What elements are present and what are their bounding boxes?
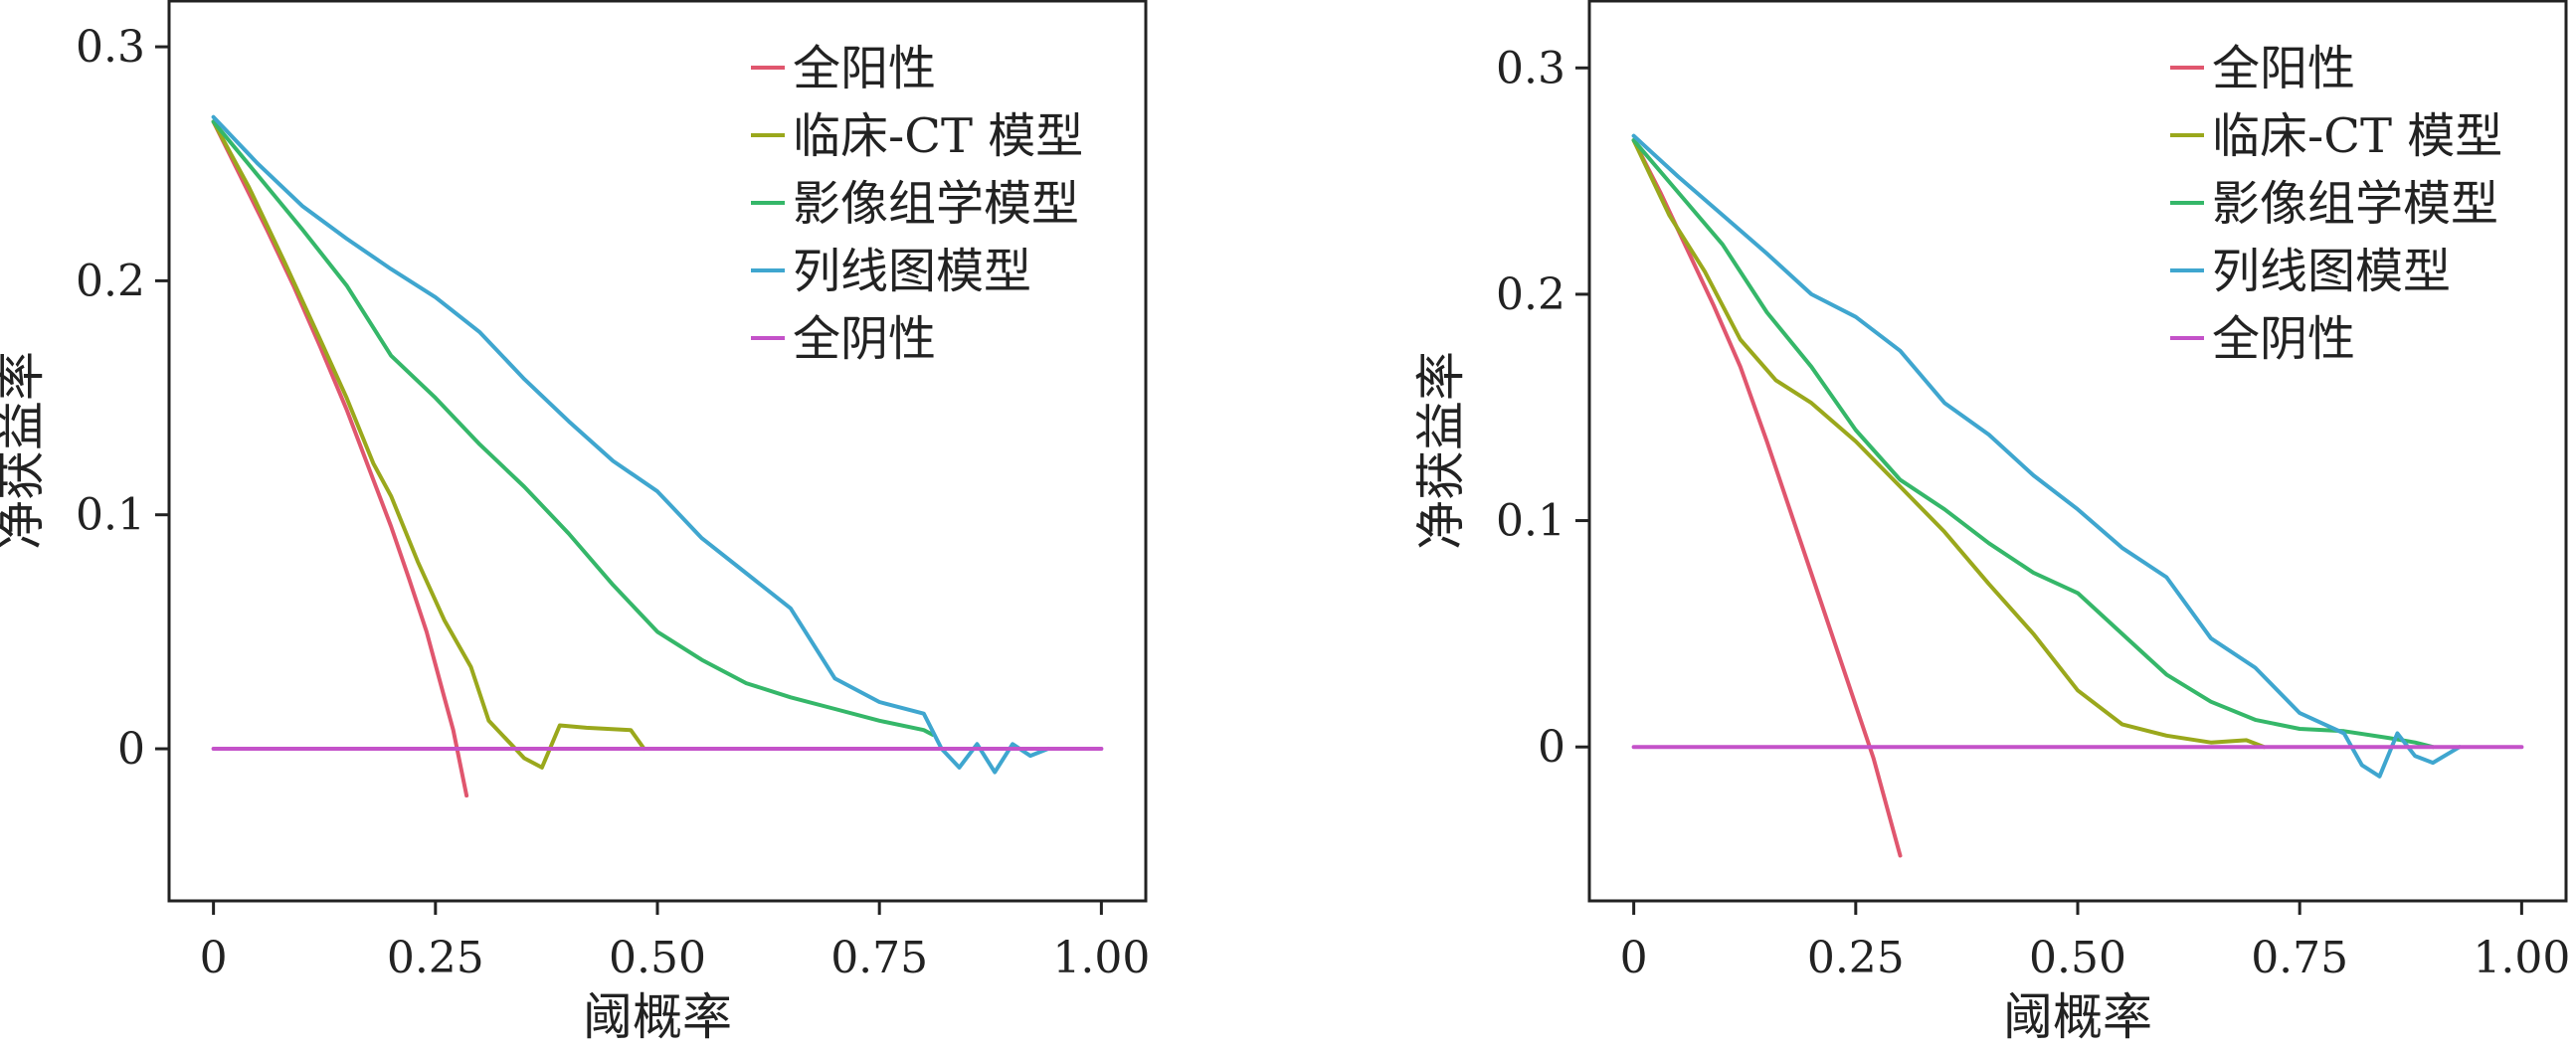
series-line	[211, 119, 646, 770]
y-tick-label: 0.2	[1496, 269, 1565, 320]
x-tick-label: 0	[200, 933, 228, 983]
x-tick-label: 0.25	[387, 933, 484, 983]
legend-label: 全阴性	[793, 311, 936, 367]
y-tick-label: 0.1	[76, 490, 145, 541]
legend-label: 全阴性	[2212, 311, 2355, 367]
series-line	[1631, 133, 2462, 779]
y-tick-label: 0.2	[76, 256, 145, 306]
y-tick-label: 0	[117, 724, 145, 775]
x-tick-label: 1.00	[2473, 933, 2570, 983]
legend-label: 影像组学模型	[2212, 176, 2498, 232]
legend-label: 临床-CT 模型	[2212, 108, 2502, 164]
legend-label: 影像组学模型	[793, 176, 1079, 232]
series-line	[211, 119, 935, 737]
x-axis-label: 阈概率	[2003, 988, 2152, 1046]
y-tick-label: 0.3	[1496, 43, 1565, 93]
y-axis-label: 净获益率	[0, 351, 50, 550]
left-chart-panel: 0 0.25 0.50 0.75 1.00 0 0.1 0.2 0.3 阈概率 净获益率 全阳性临床-…	[0, 0, 1150, 1046]
x-tick-label: 0.50	[609, 933, 706, 983]
y-tick-label: 0.1	[1496, 496, 1565, 547]
x-tick-label: 0.25	[1807, 933, 1905, 983]
y-tick-label: 0.3	[76, 22, 145, 73]
x-tick-label: 1.00	[1052, 933, 1150, 983]
x-tick-label: 0.75	[2251, 933, 2348, 983]
y-tick-label: 0	[1538, 722, 1565, 773]
legend-label: 临床-CT 模型	[793, 108, 1083, 164]
series-line	[1631, 138, 2267, 750]
x-tick-label: 0.75	[830, 933, 928, 983]
legend-label: 列线图模型	[2212, 244, 2451, 299]
y-axis-label: 净获益率	[1412, 351, 1470, 550]
series-line	[211, 119, 469, 798]
x-tick-label: 0	[1620, 933, 1648, 983]
legend-label: 全阳性	[2212, 41, 2355, 96]
legend-label: 列线图模型	[793, 244, 1031, 299]
right-chart-panel: 0 0.25 0.50 0.75 1.00 0 0.1 0.2 0.3 阈概率 净获益率 全阳性临床-…	[1412, 0, 2570, 1046]
x-axis-label: 阈概率	[583, 988, 732, 1046]
legend-label: 全阳性	[793, 41, 936, 96]
x-tick-label: 0.50	[2029, 933, 2126, 983]
